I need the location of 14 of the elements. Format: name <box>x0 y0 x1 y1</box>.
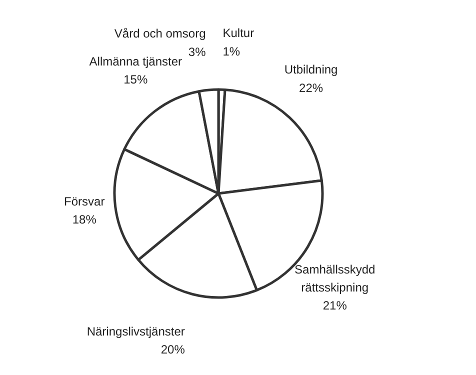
slice-label: Allmänna tjänster <box>89 54 182 68</box>
slice-label: Kultur <box>222 26 254 40</box>
data-label: 20% <box>160 342 186 357</box>
data-label: 3% <box>188 44 206 59</box>
data-label: 22% <box>299 80 324 95</box>
data-label: 15% <box>124 72 148 87</box>
slice-label: Näringslivstjänster <box>86 324 185 338</box>
slice-label: Utbildning <box>284 62 338 77</box>
data-label: 21% <box>322 298 348 313</box>
data-label: 18% <box>72 212 97 227</box>
slice-label: Samhällsskydd rättsskipning <box>294 262 376 295</box>
slice-label: Försvar <box>64 194 105 208</box>
slice-label: Vård och omsorg <box>114 26 206 41</box>
data-label: 1% <box>222 44 240 58</box>
